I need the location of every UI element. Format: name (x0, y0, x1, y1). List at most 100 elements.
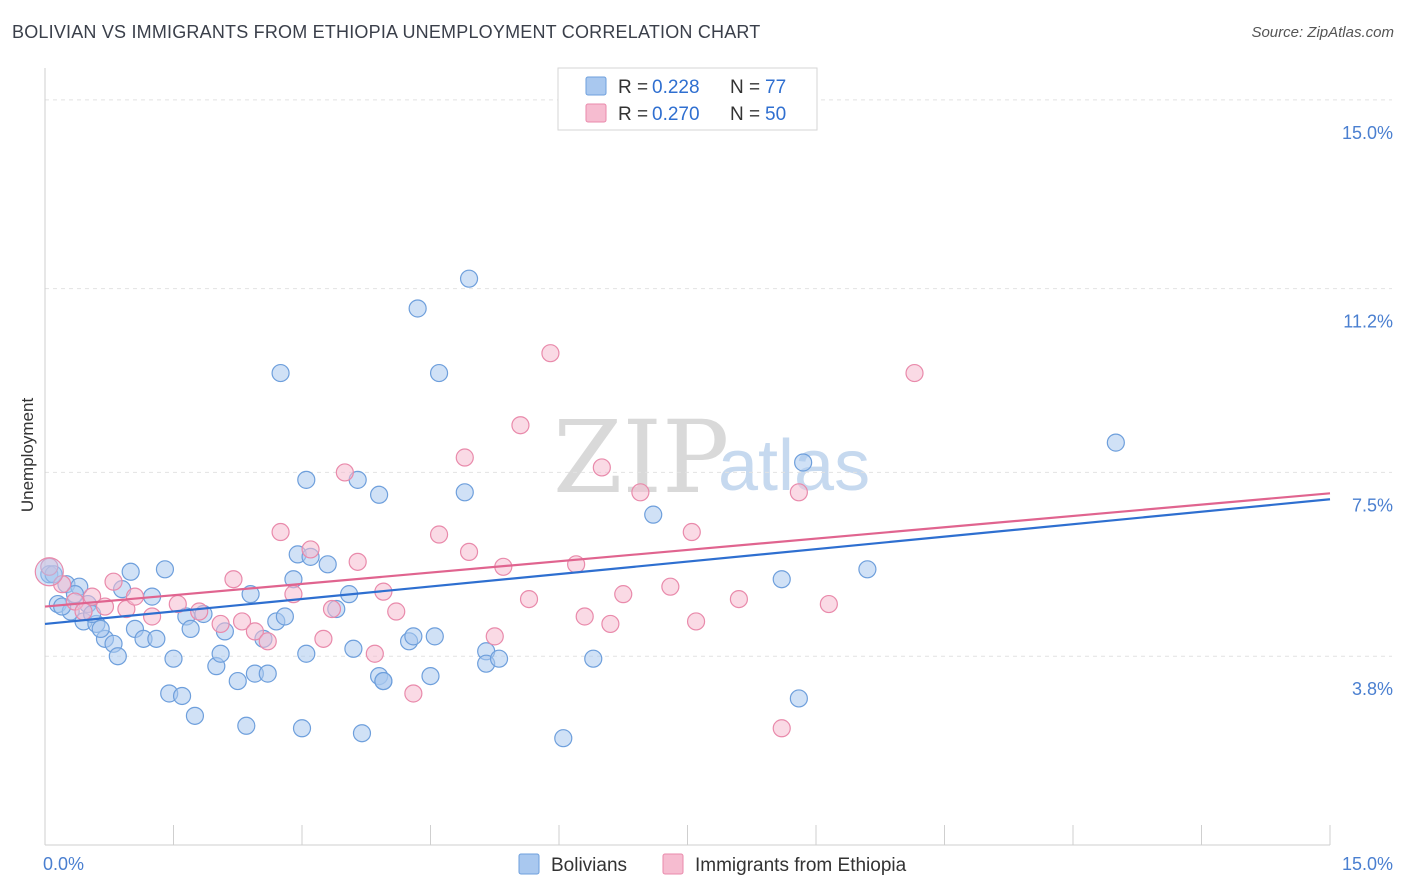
ethiopia-point-31 (485, 627, 504, 646)
ethiopia-trend-line (44, 492, 1331, 608)
ethiopia-point-44 (686, 612, 706, 631)
bolivian-point-28 (237, 716, 256, 735)
ethiopia-point-45 (729, 589, 749, 609)
ethiopia-point-38 (592, 458, 611, 477)
y-tick-label-0: 3.8% (1352, 679, 1393, 699)
data-points (34, 269, 1125, 748)
ethiopia-point-11 (190, 602, 209, 621)
bolivian-point-53 (404, 627, 423, 646)
legend-r-value-2: 0.270 (652, 104, 700, 125)
bolivian-point-45 (344, 639, 363, 658)
bolivian-point-62 (489, 649, 509, 668)
bolivian-point-68 (794, 453, 813, 472)
legend-n-label-1: N = (730, 77, 760, 98)
x-tick-label-1: 15.0% (1342, 854, 1393, 874)
ethiopia-point-42 (661, 577, 680, 596)
bolivian-point-42 (318, 555, 337, 574)
x-tick-label-0: 0.0% (43, 854, 84, 874)
ethiopia-point-41 (631, 483, 650, 502)
bolivian-point-18 (164, 649, 183, 668)
bolivian-point-59 (459, 269, 479, 288)
legend-r-value-1: 0.228 (652, 77, 700, 98)
bolivian-point-64 (584, 649, 603, 668)
ethiopia-point-29 (455, 448, 474, 467)
legend-swatch-blue (585, 76, 607, 96)
bolivian-point-39 (297, 644, 316, 663)
bolivian-point-25 (211, 644, 230, 663)
bolivian-point-70 (1106, 433, 1125, 452)
bottom-legend-ethiopia: Immigrants from Ethiopia (695, 855, 907, 876)
ethiopia-point-8 (125, 587, 145, 606)
ethiopia-point-49 (905, 363, 924, 383)
ethiopia-point-7 (117, 599, 136, 619)
y-tick-label-3: 15.0% (1342, 123, 1393, 143)
y-tick-label-2: 11.2% (1343, 312, 1393, 332)
bottom-legend-swatch-bolivians (518, 853, 540, 875)
bolivian-point-32 (258, 664, 277, 683)
gridlines (45, 99, 1392, 657)
ethiopia-point-12 (211, 614, 230, 634)
bolivian-point-40 (297, 470, 316, 489)
legend-r-label-1: R = (618, 77, 648, 98)
bolivian-point-16 (155, 560, 175, 579)
ethiopia-point-16 (258, 632, 277, 651)
ethiopia-point-17 (271, 522, 290, 542)
ethiopia-point-14 (232, 612, 252, 631)
bolivian-point-75 (91, 619, 110, 639)
ethiopia-point-15 (245, 622, 264, 641)
ethiopia-point-19 (301, 540, 320, 559)
bolivian-point-35 (275, 607, 294, 626)
bolivian-point-56 (425, 627, 444, 646)
legend-n-value-2: 50 (765, 104, 786, 125)
trend-lines (44, 492, 1331, 626)
ethiopia-point-28 (429, 525, 449, 544)
bolivian-point-21 (181, 619, 200, 639)
bolivian-point-63 (554, 729, 573, 748)
ethiopia-point-24 (365, 644, 384, 663)
bolivian-point-49 (370, 485, 389, 504)
ethiopia-point-27 (404, 684, 423, 703)
tick-labels: 3.8% 7.5% 11.2% 15.0% 0.0% 15.0% (43, 123, 1393, 874)
bolivian-point-58 (455, 483, 474, 502)
ethiopia-point-3 (74, 602, 93, 621)
legend-r-label-2: R = (618, 104, 648, 125)
bolivian-point-34 (271, 363, 290, 383)
bolivian-point-57 (429, 363, 449, 383)
bolivian-point-54 (408, 299, 427, 318)
axes (44, 68, 1331, 846)
ethiopia-point-13 (224, 570, 243, 589)
ethiopia-point-34 (519, 589, 539, 609)
bolivian-point-12 (121, 562, 140, 581)
ethiopia-point-40 (614, 585, 633, 604)
ethiopia-point-22 (335, 463, 354, 482)
y-tick-label-1: 7.5% (1352, 495, 1393, 515)
bottom-legend: Bolivians Immigrants from Ethiopia (518, 853, 907, 876)
bottom-legend-bolivians: Bolivians (551, 855, 627, 876)
ethiopia-point-35 (541, 344, 560, 363)
bolivian-point-10 (108, 647, 127, 666)
bolivian-point-27 (228, 671, 247, 691)
bolivian-point-47 (352, 724, 372, 743)
ethiopia-point-39 (601, 614, 620, 634)
top-legend: R = 0.228 N = 77 R = 0.270 N = 50 (557, 67, 818, 131)
ethiopia-point-21 (322, 599, 342, 619)
bolivian-point-22 (185, 706, 205, 725)
chart-title: BOLIVIAN VS IMMIGRANTS FROM ETHIOPIA UNE… (12, 22, 761, 42)
bolivian-point-38 (292, 719, 312, 738)
ethiopia-point-1 (53, 575, 72, 594)
overlap-point-large (34, 557, 64, 587)
ethiopia-point-47 (789, 483, 808, 502)
ethiopia-point-33 (511, 416, 530, 435)
source-label: Source: ZipAtlas.com (1251, 24, 1394, 41)
ethiopia-point-43 (682, 522, 701, 542)
bolivian-point-65 (644, 505, 663, 524)
bolivian-point-67 (789, 689, 808, 708)
ethiopia-point-48 (819, 594, 838, 614)
ethiopia-point-20 (314, 629, 333, 648)
bolivian-trend-line (44, 498, 1331, 626)
ethiopia-point-46 (772, 719, 791, 738)
bolivian-point-15 (147, 629, 166, 648)
y-axis-label: Unemployment (18, 398, 37, 513)
bolivian-point-69 (858, 560, 877, 579)
legend-n-value-1: 77 (765, 77, 786, 98)
